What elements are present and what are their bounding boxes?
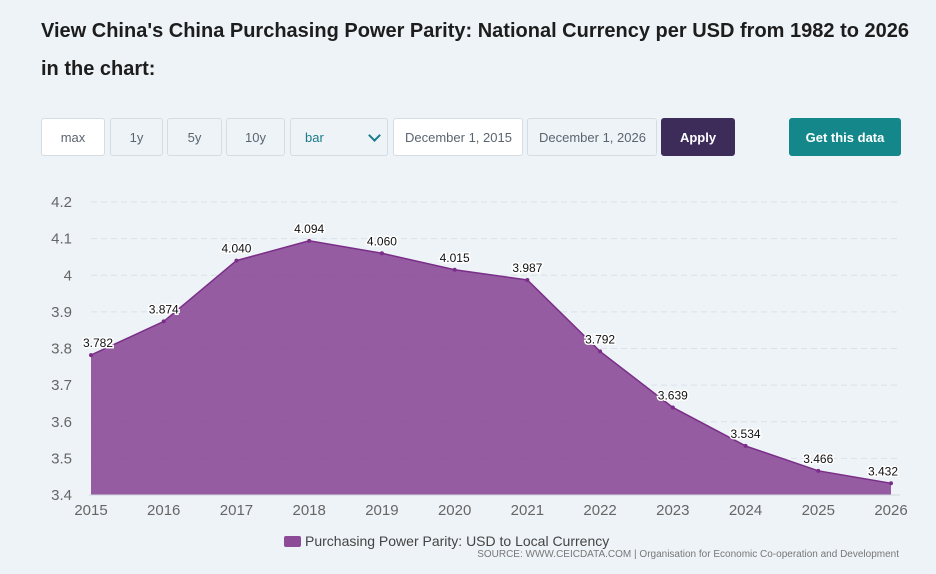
data-point [452, 267, 457, 272]
range-5y-button[interactable]: 5y [167, 118, 222, 156]
x-tick-label: 2017 [220, 502, 253, 519]
legend-label: Purchasing Power Parity: USD to Local Cu… [305, 533, 610, 549]
series-area [91, 240, 891, 495]
data-label: 3.432 [868, 464, 898, 478]
data-label: 4.040 [221, 242, 251, 256]
data-point [598, 349, 603, 354]
data-point [89, 353, 93, 358]
data-label: 3.466 [803, 452, 833, 466]
data-point [307, 238, 312, 243]
data-point [161, 319, 166, 324]
x-tick-label: 2023 [656, 502, 689, 519]
y-tick-label: 3.7 [51, 377, 72, 394]
x-tick-label: 2020 [438, 502, 471, 519]
chart-type-value: bar [305, 129, 324, 145]
chart-type-select[interactable]: bar [290, 118, 388, 156]
x-tick-label: 2025 [802, 502, 835, 519]
data-label: 4.060 [367, 234, 397, 248]
page-title: View China's China Purchasing Power Pari… [41, 20, 909, 80]
data-point [379, 251, 384, 256]
range-max-button[interactable]: max [41, 118, 105, 156]
x-tick-label: 2021 [511, 502, 544, 519]
data-point [670, 405, 675, 410]
data-point [743, 443, 748, 448]
x-tick-label: 2015 [74, 502, 107, 519]
x-tick-label: 2018 [292, 502, 325, 519]
y-tick-label: 3.5 [51, 450, 72, 467]
data-label: 3.792 [585, 332, 615, 346]
data-label: 4.094 [294, 222, 324, 236]
ppp-area-chart: 3.4 3.5 3.6 3.7 3.8 3.9 4 4.1 4.2 2015 2016 2017 20… [51, 194, 908, 519]
y-tick-label: 4 [64, 267, 72, 284]
data-label: 3.782 [83, 336, 113, 350]
y-tick-label: 3.4 [51, 487, 72, 504]
data-label: 4.015 [440, 251, 470, 265]
apply-button[interactable]: Apply [661, 118, 735, 156]
data-point [816, 468, 821, 473]
data-point [234, 258, 239, 263]
start-date-input[interactable]: December 1, 2015 [393, 118, 523, 156]
data-point [525, 278, 530, 283]
x-tick-label: 2024 [729, 502, 762, 519]
y-tick-label: 3.6 [51, 414, 72, 431]
y-tick-label: 4.2 [51, 194, 72, 211]
x-tick-label: 2016 [147, 502, 180, 519]
x-tick-label: 2022 [583, 502, 616, 519]
y-tick-label: 3.9 [51, 304, 72, 321]
x-tick-label: 2026 [874, 502, 907, 519]
get-this-data-button[interactable]: Get this data [789, 118, 901, 156]
data-label: 3.987 [512, 261, 542, 275]
series-line [90, 240, 892, 485]
chevron-down-icon [368, 128, 381, 142]
range-10y-button[interactable]: 10y [226, 118, 285, 156]
data-label: 3.534 [731, 427, 761, 441]
y-tick-label: 3.8 [51, 341, 72, 358]
data-label: 3.639 [658, 388, 688, 402]
range-1y-button[interactable]: 1y [110, 118, 163, 156]
end-date-input[interactable]: December 1, 2026 [527, 118, 657, 156]
data-label: 3.874 [149, 302, 179, 316]
source-note: SOURCE: WWW.CEICDATA.COM | Organisation … [477, 549, 899, 560]
chart-legend[interactable]: Purchasing Power Parity: USD to Local Cu… [284, 533, 609, 549]
legend-swatch [284, 535, 301, 547]
y-tick-label: 4.1 [51, 231, 72, 248]
x-tick-label: 2019 [365, 502, 398, 519]
data-point [889, 481, 893, 486]
